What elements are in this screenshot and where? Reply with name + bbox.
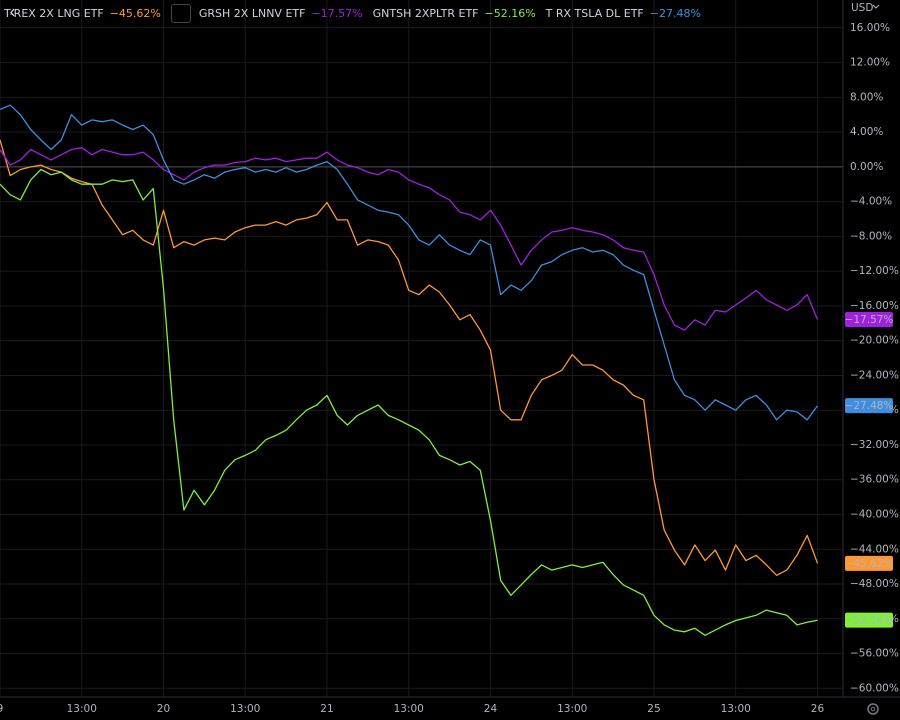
- y-tick-label: 16.00%: [850, 22, 890, 34]
- y-tick-label: −16.00%: [850, 300, 899, 312]
- x-tick-label: 24: [484, 703, 498, 715]
- legend-value: −45.62%: [109, 7, 161, 20]
- y-tick-label: −4.00%: [850, 196, 892, 208]
- legend-name: T-REX 2X LNG ETF: [4, 7, 104, 20]
- settings-gear-center[interactable]: [870, 706, 876, 712]
- chevron-left[interactable]: [10, 8, 15, 17]
- x-tick-label: 13:00: [230, 703, 260, 715]
- legend-name: T RX TSLA DL ETF: [545, 7, 644, 20]
- y-tick-label: 12.00%: [850, 57, 890, 69]
- x-tick-label: 20: [157, 703, 170, 715]
- grid: [0, 0, 843, 697]
- series-line: [0, 168, 818, 636]
- x-tick-label: 25: [647, 703, 660, 715]
- y-tick-label: −60.00%: [850, 682, 899, 694]
- legend-item: GRSH 2X LNNV ETF −17.57%: [199, 7, 363, 20]
- price-badge: [845, 398, 893, 414]
- y-tick-label: 0.00%: [850, 161, 883, 173]
- y-tick-label: −44.00%: [850, 543, 899, 555]
- x-tick-label: 13:00: [721, 703, 751, 715]
- legend: T-REX 2X LNG ETF −45.62% GRSH 2X LNNV ETF −…: [4, 4, 711, 23]
- legend-item: GNTSH 2XPLTR ETF −52.16%: [373, 7, 536, 20]
- collapse-button[interactable]: [10, 4, 191, 23]
- y-tick-label: −36.00%: [850, 474, 899, 486]
- price-badge-label: −27.48%: [845, 400, 894, 412]
- y-tick-label: −24.00%: [850, 369, 899, 381]
- legend-value: −17.57%: [311, 7, 363, 20]
- legend-name: GNTSH 2XPLTR ETF: [372, 7, 479, 20]
- y-tick-label: −48.00%: [850, 578, 899, 590]
- price-badge-label: −45.62%: [845, 558, 894, 570]
- x-tick-label: 13:00: [394, 703, 424, 715]
- x-tick-label: 21: [320, 703, 333, 715]
- series-line: [0, 147, 819, 331]
- legend-item: T-REX 2X LNG ETF −45.62%: [4, 7, 161, 20]
- currency-dropdown[interactable]: [872, 4, 880, 9]
- price-badge: [845, 555, 893, 571]
- x-tick-label: 26: [811, 703, 825, 715]
- price-badge: [845, 612, 893, 628]
- currency-label[interactable]: USD: [851, 2, 873, 14]
- y-tick-label: −32.00%: [850, 439, 899, 451]
- y-tick-label: −8.00%: [850, 230, 892, 242]
- x-tick-label: 13:00: [557, 703, 587, 715]
- x-tick-label: 9: [0, 703, 3, 715]
- series-line: [0, 139, 819, 576]
- legend-value: −27.48%: [649, 7, 701, 20]
- legend-name: GRSH 2X LNNV ETF: [198, 7, 306, 20]
- settings-gear[interactable]: [867, 703, 879, 715]
- legend-item: T RX TSLA DL ETF −27.48%: [546, 7, 701, 20]
- y-tick-label: −56.00%: [850, 648, 899, 660]
- y-tick-label: 4.00%: [850, 126, 883, 138]
- y-tick-label: 8.00%: [850, 91, 883, 103]
- series-line: [0, 104, 819, 421]
- price-badge: [845, 312, 893, 328]
- settings-icon[interactable]: [867, 703, 879, 715]
- price-badge-label: −52.16%: [845, 615, 894, 627]
- chevron[interactable]: [4, 4, 22, 21]
- x-tick-label: 13:00: [67, 703, 97, 715]
- y-tick-label: −40.00%: [850, 508, 899, 520]
- y-tick-label: −12.00%: [850, 265, 899, 277]
- price-badge-label: −17.57%: [845, 314, 894, 326]
- legend-value: −52.16%: [484, 7, 536, 20]
- y-tick-label: −20.00%: [850, 335, 899, 347]
